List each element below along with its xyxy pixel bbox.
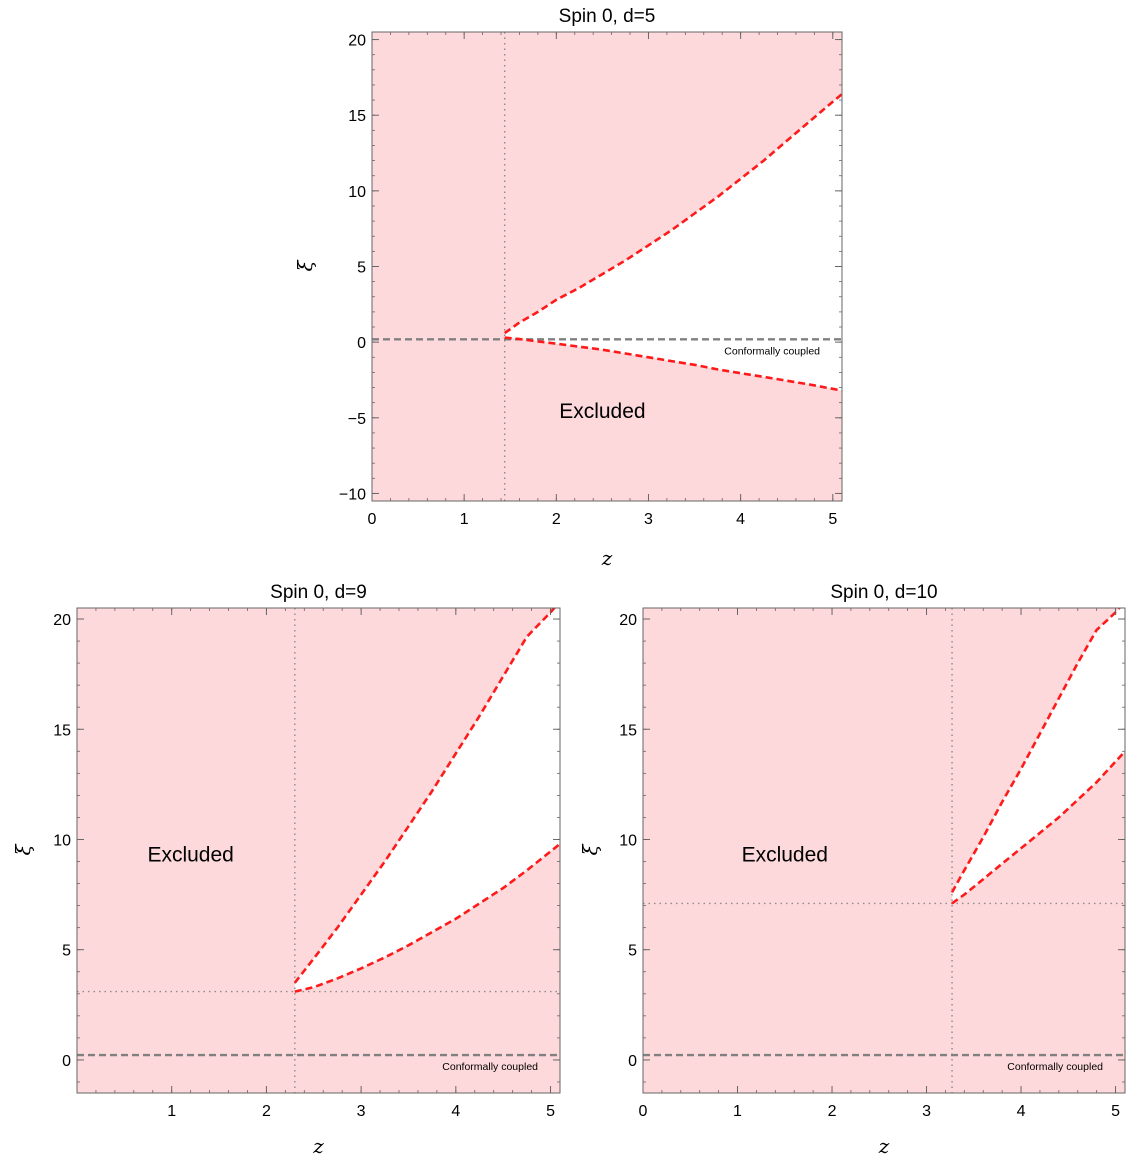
excluded-region — [643, 608, 1125, 1093]
y-tick-label: 15 — [348, 108, 366, 125]
chart-title: Spin 0, d=9 — [270, 582, 367, 603]
allowed-region — [504, 94, 842, 391]
upper-boundary-curve — [950, 608, 1122, 894]
y-tick-label: 5 — [62, 943, 71, 960]
conformal-label: Conformally coupled — [442, 1061, 538, 1073]
y-axis-label: ξ — [11, 844, 35, 856]
conformal-label: Conformally coupled — [724, 345, 820, 357]
y-tick-label: −10 — [339, 486, 366, 503]
plot-frame — [76, 607, 561, 1094]
y-tick-label: 10 — [53, 832, 71, 849]
y-tick-label: 10 — [619, 832, 637, 849]
y-tick-label: 20 — [619, 612, 637, 629]
x-tick-label: 2 — [552, 511, 561, 528]
x-axis-label: z — [312, 1134, 324, 1158]
x-tick-label: 2 — [828, 1103, 837, 1120]
x-tick-label: 0 — [639, 1103, 648, 1120]
chart-d10: 0 1 2 3 4 5 0 5 10 15 20 Spin 0, d=10 z ξ Excluded Conf… — [578, 582, 1126, 1158]
x-tick-label: 1 — [733, 1103, 742, 1120]
y-tick-label: 0 — [357, 335, 366, 352]
x-axis-label: z — [601, 546, 613, 570]
lower-boundary-curve — [951, 750, 1125, 905]
lower-boundary-curve — [294, 842, 560, 993]
x-tick-label: 4 — [1017, 1103, 1026, 1120]
upper-boundary-curve — [293, 608, 557, 984]
x-tick-label: 0 — [368, 511, 377, 528]
y-tick-label: 10 — [348, 184, 366, 201]
y-tick-label: 0 — [628, 1053, 637, 1070]
y-tick-label: −5 — [348, 411, 366, 428]
x-tick-label: 1 — [460, 511, 469, 528]
chart-d5: 0 1 2 3 4 5 −10 −5 0 5 10 15 20 Spin 0, d=5 z ξ Excluded… — [293, 6, 843, 570]
chart-d9: 1 2 3 4 5 0 5 10 15 20 Spin 0, d=9 z ξ Excluded Confor… — [11, 582, 561, 1158]
x-axis-label: z — [878, 1134, 890, 1158]
conformal-label: Conformally coupled — [1007, 1061, 1103, 1073]
y-tick-label: 20 — [53, 612, 71, 629]
lower-boundary-curve — [504, 336, 842, 392]
x-tick-label: 1 — [167, 1103, 176, 1120]
y-axis-label: ξ — [578, 844, 602, 856]
x-tick-label: 3 — [922, 1103, 931, 1120]
y-tick-label: 15 — [53, 722, 71, 739]
x-tick-label: 3 — [357, 1103, 366, 1120]
y-tick-label: 5 — [357, 260, 366, 277]
y-tick-label: 15 — [619, 722, 637, 739]
y-axis-label: ξ — [293, 260, 317, 272]
excluded-label: Excluded — [742, 844, 828, 867]
x-tick-label: 5 — [1111, 1103, 1120, 1120]
excluded-label: Excluded — [559, 400, 645, 423]
upper-boundary-curve — [503, 93, 842, 335]
chart-title: Spin 0, d=5 — [559, 6, 656, 27]
x-tick-label: 3 — [644, 511, 653, 528]
x-tick-label: 4 — [736, 511, 745, 528]
y-tick-label: 5 — [628, 943, 637, 960]
x-tick-label: 2 — [262, 1103, 271, 1120]
y-tick-label: 0 — [62, 1053, 71, 1070]
x-tick-label: 5 — [546, 1103, 555, 1120]
y-tick-label: 20 — [348, 33, 366, 50]
chart-title: Spin 0, d=10 — [830, 582, 937, 603]
x-tick-label: 4 — [451, 1103, 460, 1120]
x-tick-label: 5 — [828, 511, 837, 528]
plot-frame — [642, 607, 1126, 1094]
excluded-label: Excluded — [147, 844, 233, 867]
allowed-region — [952, 608, 1125, 904]
